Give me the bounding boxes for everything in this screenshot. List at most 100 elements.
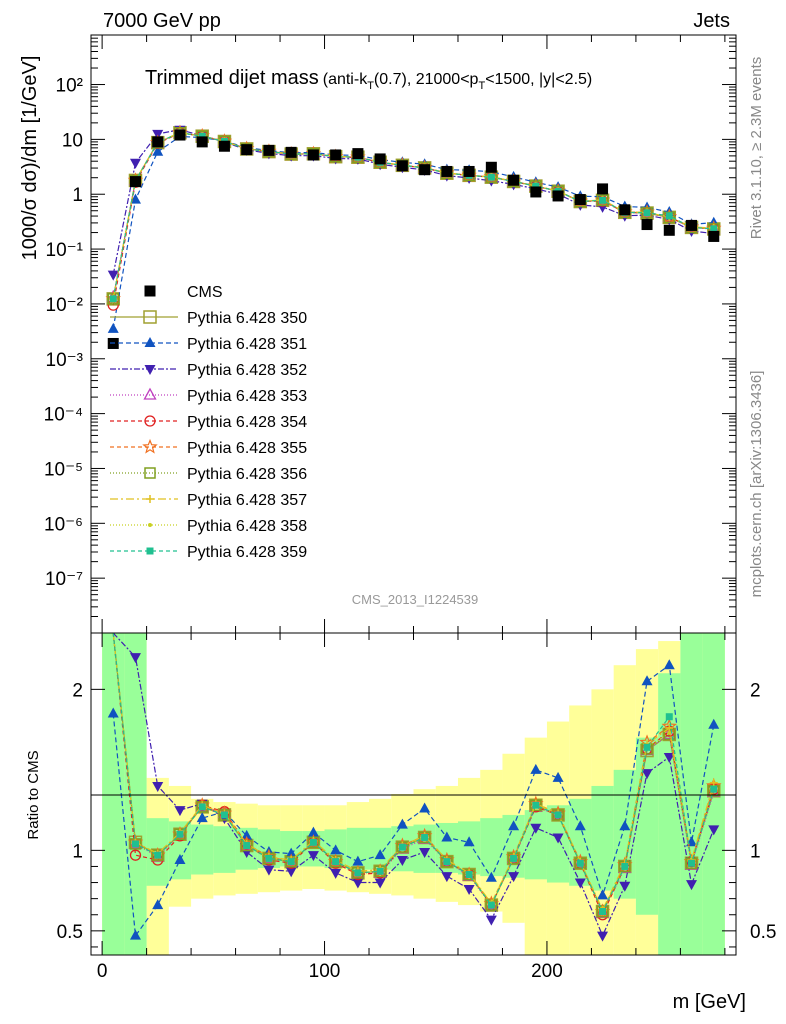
header-left-label: 7000 GeV pp [103,10,221,32]
x-ticks: 0 100 200 [97,35,726,982]
cms-point [686,219,698,231]
series-line [112,632,715,938]
plot-title-sub-sub1: T [367,80,374,92]
series-point [443,858,451,866]
green-band-bin [591,785,614,891]
ratio-panel-series [107,632,722,942]
series-point [441,831,453,842]
header-right-label: Jets [693,10,730,32]
series-point [352,855,364,866]
legend-marker [143,387,157,400]
y-tick-label: 10² [56,76,83,97]
series-point [485,871,497,882]
green-band-bin [124,633,147,955]
series-point [398,843,406,851]
legend-label: Pythia 6.428 353 [187,388,307,405]
green-band-bin [680,633,703,955]
series-point [641,675,653,686]
x-tick-label: 0 [97,961,108,982]
green-band-bin [457,821,481,875]
cms-point [441,165,453,177]
series-point [532,182,540,190]
series-9-ratio [112,632,718,916]
main-panel-series [105,124,722,349]
series-point [552,833,564,844]
legend-marker [144,415,156,427]
y-tick-label: 10⁻¹ [46,240,84,261]
series-point [574,820,586,831]
legend-marker [144,365,156,375]
green-band-bin [191,824,214,875]
legend-label: Pythia 6.428 351 [187,336,307,353]
series-point [285,847,297,858]
series-point [330,868,342,879]
y-axis-label-main: 1000/σ dσ)/dm [1/GeV] [19,56,41,261]
series-point [129,849,142,861]
ratio-uncertainty-bands [102,633,725,955]
y-axis-label-ratio: Ratio to CMS [25,750,42,839]
series-point [152,899,164,910]
cms-point [330,149,342,161]
series-point [599,196,607,204]
series-line [112,664,715,938]
series-point [176,830,184,838]
series-point [708,825,720,836]
y-tick-label: 1 [72,185,83,206]
series-point [109,295,117,303]
legend-marker [143,310,157,324]
series-point [597,889,609,900]
series-point [131,840,139,848]
cms-point [508,174,520,186]
series-point [330,844,342,855]
series-point [552,771,564,782]
series-point [152,781,164,792]
green-band-bin [369,827,392,870]
cms-data-points [107,129,720,349]
plot-title: Trimmed dijet mass (anti-kT(0.7), 21000<p… [145,67,592,92]
legend-cms-marker [144,285,156,297]
cms-point [419,164,431,176]
y-tick-label: 10 [62,130,83,151]
series-point [643,209,651,217]
series-point [421,833,429,841]
series-line [112,132,714,300]
legend-label: Pythia 6.428 356 [187,466,307,483]
y-tick-label: 10⁻⁵ [44,459,83,480]
series-point [154,851,162,859]
series-point [307,826,319,837]
series-point [129,653,141,664]
cms-point [708,230,720,242]
series-point [441,872,453,883]
series-point [643,743,651,751]
series-point [198,132,206,140]
series-point [307,851,319,862]
legend-marker [144,337,156,347]
series-2-ratio [112,632,720,942]
legend: CMS Pythia 6.428 350 Pythia 6.428 351 Pythi… [110,284,307,561]
series-point [419,802,431,813]
series-line [112,632,715,912]
green-band-bin [213,826,236,873]
legend-marker [142,438,158,454]
legend-label: Pythia 6.428 355 [187,440,307,457]
series-1-main [107,130,720,333]
series-point [107,322,119,333]
series-point [332,858,340,866]
y-tick-label: 10⁻² [46,295,84,316]
series-point [309,838,317,846]
series-point [663,211,676,224]
series-point [487,901,495,909]
series-point [129,193,141,204]
legend-marker [148,523,152,527]
series-point [597,931,609,942]
series-point [241,829,253,840]
legend-label: Pythia 6.428 350 [187,310,307,327]
series-line [112,632,715,913]
mcplots-label: mcplots.cern.ch [arXiv:1306.3436] [748,371,765,598]
cms-point [574,194,586,206]
cms-point [263,144,275,156]
series-4-main [107,127,720,311]
ratio-y-ticks: 0.5 0.5 1 1 2 2 [57,680,776,948]
series-point [576,859,584,867]
series-point [174,806,186,817]
